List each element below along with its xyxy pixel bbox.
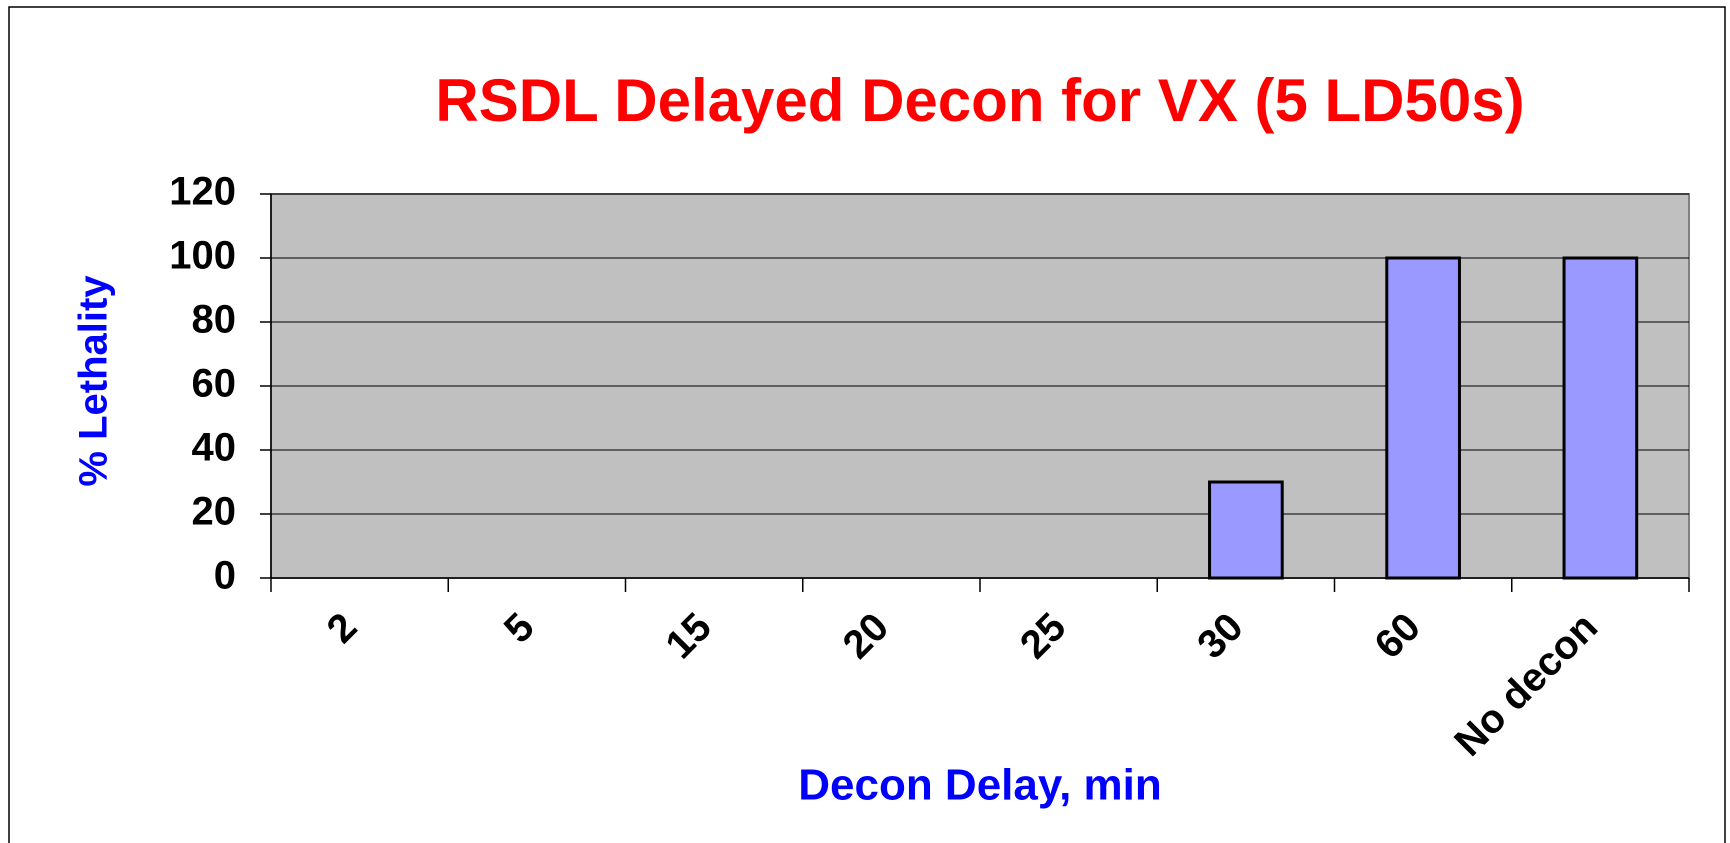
y-tick-label: 60 (192, 362, 237, 406)
y-tick-label: 40 (192, 426, 237, 470)
bar (1208, 480, 1284, 580)
y-tick-label: 0 (214, 554, 236, 598)
bar (1562, 256, 1639, 580)
y-tick-label: 100 (169, 234, 236, 278)
bar (1385, 256, 1461, 580)
y-tick-label: 80 (192, 298, 237, 342)
y-axis-label: % Lethality (72, 275, 116, 487)
x-axis-label: Decon Delay, min (798, 761, 1162, 810)
y-tick-label: 120 (169, 170, 236, 214)
y-tick-label: 20 (192, 490, 237, 534)
chart-title: RSDL Delayed Decon for VX (5 LD50s) (435, 67, 1524, 134)
